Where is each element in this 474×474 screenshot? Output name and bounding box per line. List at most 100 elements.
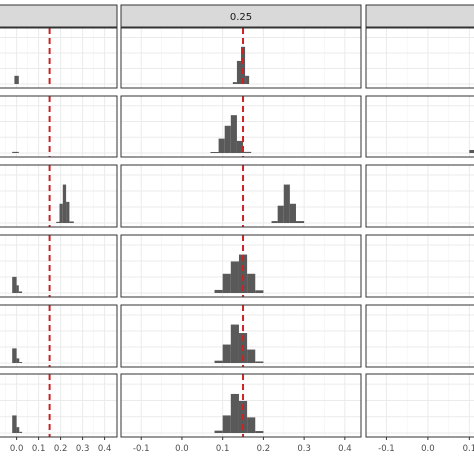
- histogram-bar: [222, 273, 231, 293]
- x-tick-label: 0.0: [421, 444, 435, 454]
- facet-panel: [120, 164, 362, 228]
- x-tick-label: 0.4: [98, 444, 112, 454]
- histogram-bar: [16, 285, 19, 293]
- x-tick-label: 0.3: [76, 444, 90, 454]
- histogram-bar: [214, 289, 223, 293]
- facet-panel: [120, 95, 362, 158]
- x-tick-label: 0.4: [338, 444, 352, 454]
- histogram-bar: [243, 151, 252, 153]
- facet-panel: [120, 373, 362, 438]
- x-tick-label: 0.3: [297, 444, 311, 454]
- histogram-bar: [247, 349, 256, 363]
- histogram-bar: [18, 291, 23, 293]
- facet-panel: [0, 373, 118, 438]
- panel-background: [366, 374, 474, 437]
- histogram-bar: [214, 360, 223, 363]
- facet-strip: [365, 4, 474, 28]
- panel-background: [0, 305, 117, 367]
- histogram-bar: [210, 152, 219, 153]
- histogram-bar: [230, 324, 239, 363]
- histogram-bar: [232, 82, 237, 84]
- histogram-bar: [56, 221, 60, 223]
- facet-panel: [365, 27, 474, 89]
- panel-border: [0, 234, 118, 298]
- facet-panel: [0, 304, 118, 368]
- facet-panel: [0, 234, 118, 298]
- histogram-bar: [247, 273, 256, 293]
- facet-panels: [0, 27, 474, 438]
- facet-panel: [120, 304, 362, 368]
- panel-background: [366, 235, 474, 297]
- histogram-bar: [218, 138, 225, 153]
- facet-panel: [365, 164, 474, 228]
- panel-border: [120, 95, 362, 158]
- panel-border: [120, 164, 362, 228]
- histogram-bar: [16, 358, 20, 363]
- histogram-bar: [59, 203, 63, 223]
- histogram-bar: [66, 201, 70, 223]
- panel-border: [120, 304, 362, 368]
- histogram-bar: [62, 184, 67, 223]
- panel-background: [0, 165, 117, 227]
- panel-border: [365, 27, 474, 89]
- histogram-bar: [19, 362, 23, 363]
- panel-border: [120, 27, 362, 89]
- histogram-bar: [469, 149, 474, 153]
- histogram-bar: [19, 431, 23, 433]
- histogram-bar: [255, 290, 264, 293]
- histogram-bar: [241, 46, 246, 84]
- histogram-bar: [69, 221, 74, 223]
- facet-panel: [0, 27, 118, 89]
- x-tick-label: 0.2: [257, 444, 271, 454]
- panel-border: [120, 234, 362, 298]
- histogram-bar: [222, 415, 231, 433]
- histogram-bar: [12, 348, 17, 363]
- x-tick-label: 0.1: [463, 444, 474, 454]
- facet-panel: [0, 164, 118, 228]
- histogram-bar: [12, 151, 19, 153]
- histogram-bar: [16, 427, 20, 433]
- histogram-bar: [271, 221, 278, 223]
- histogram-bar: [222, 344, 231, 363]
- histogram-bar: [230, 393, 239, 433]
- x-tick-label: 0.0: [10, 444, 24, 454]
- histogram-bar: [230, 115, 237, 153]
- histogram-bar: [283, 184, 290, 223]
- facet-strip: [0, 4, 118, 28]
- x-tick-label: -0.1: [133, 444, 150, 454]
- panel-background: [366, 96, 474, 157]
- panel-border: [365, 164, 474, 228]
- histogram-bar: [255, 361, 264, 363]
- histogram-bar: [295, 221, 305, 223]
- panel-border: [365, 373, 474, 438]
- facet-panel: [365, 304, 474, 368]
- facet-strips: 0.25: [0, 4, 474, 28]
- panel-background: [366, 165, 474, 227]
- histogram-bar: [236, 60, 241, 84]
- facet-panel: [365, 373, 474, 438]
- histogram-bar: [277, 205, 284, 223]
- panel-background: [0, 96, 117, 157]
- x-tick-label: 0.1: [32, 444, 46, 454]
- histogram-bar: [289, 203, 296, 223]
- facet-strip: [120, 4, 362, 28]
- facet-panel: [120, 234, 362, 298]
- histogram-bar: [247, 417, 256, 433]
- panel-background: [121, 165, 361, 227]
- histogram-bar: [236, 140, 244, 153]
- x-tick-label: -0.1: [378, 444, 395, 454]
- facet-panel: [365, 95, 474, 158]
- facet-strip-label: 0.25: [230, 12, 252, 23]
- histogram-bar: [245, 75, 250, 84]
- panel-border: [0, 164, 118, 228]
- panel-background: [366, 305, 474, 367]
- panel-border: [365, 234, 474, 298]
- panel-border: [0, 304, 118, 368]
- x-tick-label: 0.1: [216, 444, 230, 454]
- panel-border: [120, 373, 362, 438]
- panel-border: [365, 95, 474, 158]
- panel-border: [0, 27, 118, 89]
- facet-panel: [120, 27, 362, 89]
- x-tick-label: 0.0: [175, 444, 189, 454]
